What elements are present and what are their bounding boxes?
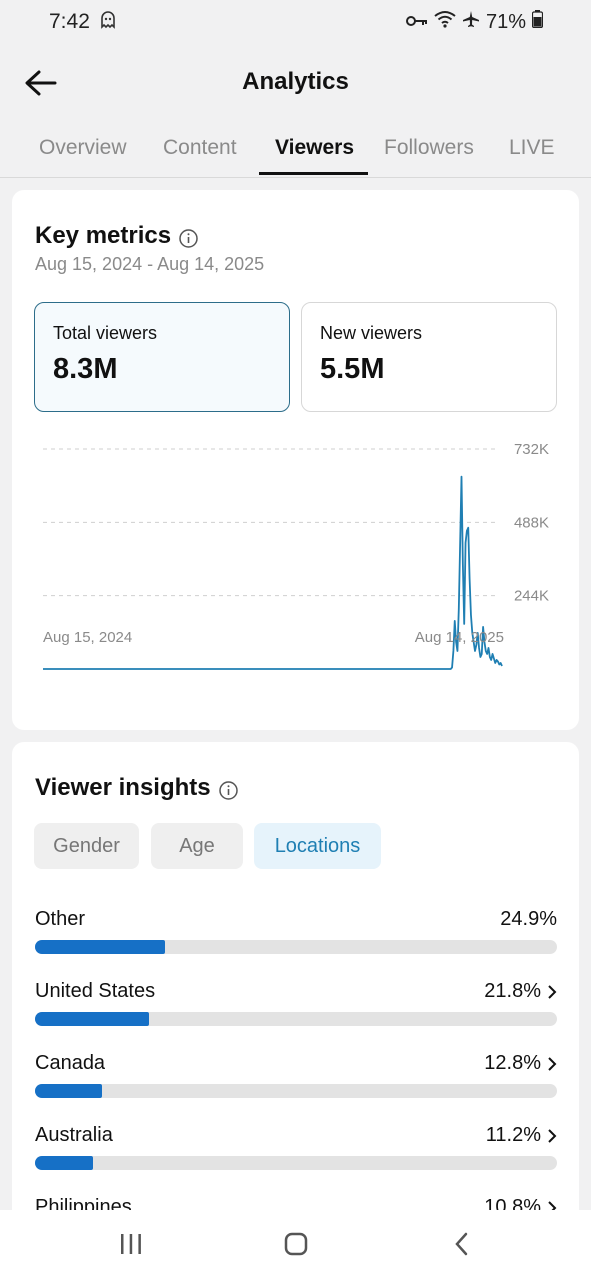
tab-overview[interactable]: Overview	[39, 136, 127, 159]
segment-age[interactable]: Age	[151, 823, 243, 869]
status-bar: 7:42 71%	[0, 0, 591, 44]
location-percent: 21.8%	[484, 980, 557, 1003]
tab-viewers[interactable]: Viewers	[275, 136, 355, 159]
info-icon[interactable]	[179, 227, 198, 248]
viewers-line-chart: 244K 488K 732K Aug 15, 2024 Aug 14, 2025	[43, 441, 549, 670]
ghost-icon	[100, 11, 116, 34]
page-title: Analytics	[242, 68, 349, 95]
status-icons: 71%	[405, 10, 544, 34]
location-percent: 12.8%	[484, 1052, 557, 1075]
location-name: Australia	[35, 1124, 113, 1146]
y-tick-label: 488K	[514, 514, 549, 531]
segment-gender[interactable]: Gender	[34, 823, 139, 869]
recent-apps-icon[interactable]	[119, 1232, 143, 1261]
viewer-insights-card: Viewer insights Gender Age Locations Oth…	[12, 742, 579, 1242]
tab-bar: Overview Content Viewers Followers LIVE	[0, 120, 591, 178]
airplane-icon	[462, 10, 480, 34]
y-tick-label: 732K	[514, 441, 549, 458]
key-metrics-title: Key metrics	[35, 222, 172, 249]
viewer-insights-title: Viewer insights	[35, 774, 211, 801]
location-bar-track	[35, 940, 557, 954]
location-row-canada[interactable]: Canada 12.8%	[35, 1052, 557, 1114]
segment-locations[interactable]: Locations	[254, 823, 381, 869]
system-nav-bar	[0, 1210, 591, 1280]
arrow-left-icon	[25, 70, 57, 96]
location-bar-track	[35, 1156, 557, 1170]
vpn-key-icon	[405, 11, 428, 34]
location-bar-fill	[35, 1156, 94, 1170]
location-bar-track	[35, 1084, 557, 1098]
location-name: United States	[35, 980, 156, 1002]
back-nav-icon[interactable]	[452, 1232, 472, 1261]
metric-value: 8.3M	[53, 353, 118, 385]
chevron-right-icon	[548, 1056, 557, 1071]
chevron-right-icon	[548, 1128, 557, 1143]
location-percent: 24.9%	[500, 908, 557, 930]
x-tick-label: Aug 15, 2024	[43, 629, 132, 646]
back-button[interactable]	[22, 64, 60, 102]
status-time: 7:42	[49, 10, 90, 33]
wifi-icon	[434, 10, 456, 34]
metric-total-viewers[interactable]: Total viewers 8.3M	[34, 302, 290, 412]
x-tick-label: Aug 14, 2025	[415, 629, 504, 646]
chevron-right-icon	[548, 984, 557, 999]
location-percent: 11.2%	[486, 1124, 557, 1147]
location-row-other: Other 24.9%	[35, 908, 557, 970]
battery-percent: 71%	[485, 10, 526, 33]
home-icon[interactable]	[284, 1232, 308, 1261]
battery-icon	[531, 10, 544, 34]
metric-label: Total viewers	[53, 323, 158, 343]
tab-content[interactable]: Content	[163, 136, 237, 159]
metric-label: New viewers	[320, 323, 423, 343]
location-name: Canada	[35, 1052, 106, 1074]
tab-live[interactable]: LIVE	[509, 136, 555, 159]
active-tab-indicator	[259, 172, 368, 175]
location-bar-fill	[35, 1012, 149, 1026]
location-bar-fill	[35, 1084, 102, 1098]
location-row-united-states[interactable]: United States 21.8%	[35, 980, 557, 1042]
info-icon[interactable]	[218, 779, 238, 800]
location-row-australia[interactable]: Australia 11.2%	[35, 1124, 557, 1186]
series-line	[43, 475, 503, 670]
location-bar-track	[35, 1012, 557, 1026]
tab-followers[interactable]: Followers	[384, 136, 474, 159]
y-tick-label: 244K	[514, 588, 549, 605]
date-range: Aug 15, 2024 - Aug 14, 2025	[35, 254, 265, 274]
header: Analytics	[0, 44, 591, 120]
key-metrics-card: Key metrics Aug 15, 2024 - Aug 14, 2025 …	[12, 190, 579, 730]
metric-new-viewers[interactable]: New viewers 5.5M	[301, 302, 557, 412]
viewer-insights-heading: Viewer insights	[35, 774, 238, 802]
key-metrics-heading: Key metrics	[35, 222, 198, 250]
location-bar-fill	[35, 940, 165, 954]
location-name: Other	[35, 908, 86, 930]
metric-value: 5.5M	[320, 353, 385, 385]
